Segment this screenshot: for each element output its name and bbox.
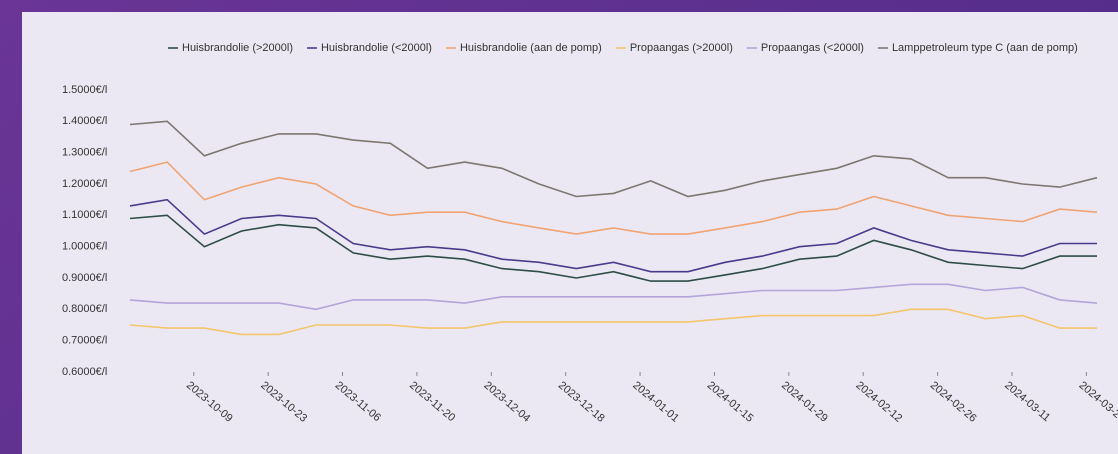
legend-label: Huisbrandolie (<2000l) [321, 42, 432, 54]
x-tick-label: 2024-01-15 [705, 379, 756, 424]
y-tick-label: 1.2000€/l [62, 178, 107, 190]
x-tick-label: 2023-11-06 [333, 379, 383, 424]
x-tick-label: 2024-02-12 [853, 379, 904, 424]
legend-item: Huisbrandolie (<2000l) [306, 42, 432, 54]
legend-label: Propaangas (>2000l) [630, 42, 733, 54]
x-tick-label: 2023-10-09 [184, 379, 235, 424]
series-line [129, 214, 1097, 282]
x-tick-label: 2023-11-20 [407, 379, 457, 424]
y-tick-label: 1.3000€/l [62, 147, 107, 159]
x-tick-label: 2024-03-25 [1077, 379, 1118, 424]
y-tick-label: 1.1000€/l [62, 209, 107, 221]
series-line [129, 308, 1097, 336]
series-line [129, 198, 1097, 273]
legend-label: Propaangas (<2000l) [761, 42, 864, 54]
y-tick-label: 1.5000€/l [62, 84, 107, 96]
y-tick-label: 0.6000€/l [62, 366, 107, 378]
legend-item: Huisbrandolie (aan de pomp) [445, 42, 602, 54]
series-line [129, 161, 1098, 235]
legend-label: Huisbrandolie (>2000l) [182, 42, 293, 54]
series-line [129, 120, 1098, 198]
x-tick-label: 2024-01-29 [779, 379, 830, 424]
legend-item: Propaangas (>2000l) [615, 42, 733, 54]
y-tick-label: 0.7000€/l [62, 335, 107, 347]
y-tick-label: 0.9000€/l [62, 272, 107, 284]
legend-label: Huisbrandolie (aan de pomp) [460, 42, 602, 54]
y-tick-label: 1.0000€/l [62, 241, 107, 253]
x-tick-label: 2023-12-18 [556, 379, 607, 424]
y-tick-label: 1.4000€/l [62, 115, 107, 127]
series-line [129, 283, 1098, 311]
legend-item: Lamppetroleum type C (aan de pomp) [877, 42, 1078, 54]
x-tick-label: 2023-12-04 [482, 379, 533, 424]
x-tick-label: 2024-02-26 [928, 379, 979, 424]
x-tick-label: 2024-03-11 [1002, 379, 1052, 424]
legend-label: Lamppetroleum type C (aan de pomp) [892, 42, 1078, 54]
x-tick-label: 2024-01-01 [630, 379, 681, 424]
legend-item: Huisbrandolie (>2000l) [168, 42, 293, 54]
legend-item: Propaangas (<2000l) [746, 42, 864, 54]
x-tick-label: 2023-10-23 [258, 379, 309, 424]
y-tick-label: 0.8000€/l [62, 303, 107, 315]
